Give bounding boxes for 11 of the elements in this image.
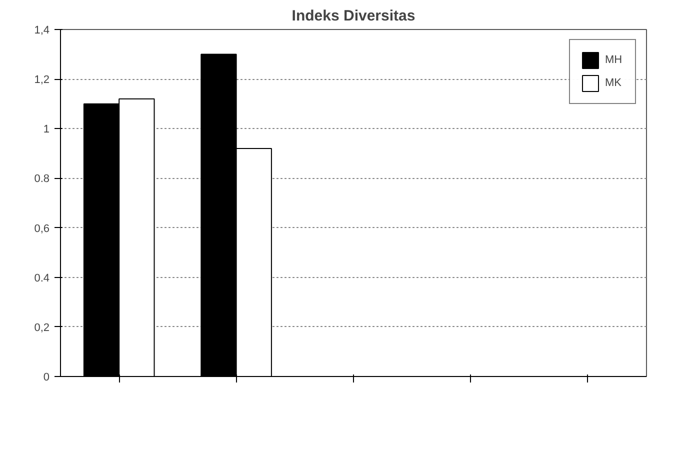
y-tick-label: 1	[43, 124, 50, 136]
y-tick-label: 0	[43, 372, 50, 384]
y-tick-label: 0,2	[34, 322, 50, 334]
y-tick-label: 0.4	[34, 272, 50, 284]
y-tick-label: 0.8	[34, 173, 50, 186]
y-tick-label: 1,4	[34, 24, 50, 36]
y-tick-label: 0,6	[34, 222, 50, 235]
chart-title: Indeks Diversitas	[292, 8, 416, 24]
legend-label: MK	[605, 77, 622, 89]
legend-label: MH	[605, 54, 624, 66]
y-tick-label: 1,2	[34, 74, 50, 86]
